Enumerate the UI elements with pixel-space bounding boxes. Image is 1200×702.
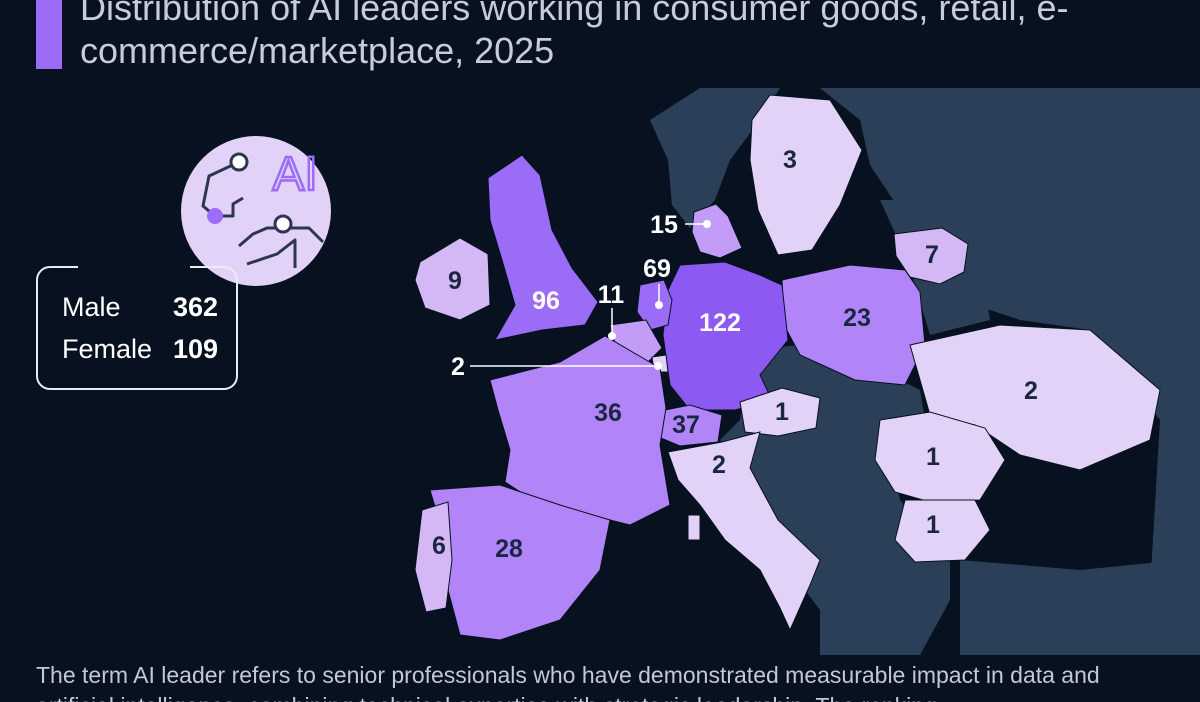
value-label-luxembourg: 2 xyxy=(451,353,465,381)
region-portugal xyxy=(414,501,453,613)
stats-box-border-gap xyxy=(78,265,190,270)
value-label-austria: 1 xyxy=(775,398,789,426)
footnote: The term AI leader refers to senior prof… xyxy=(36,662,1100,702)
value-label-lithuania: 7 xyxy=(925,241,939,269)
region-italy xyxy=(667,431,821,632)
value-label-germany: 122 xyxy=(699,309,741,337)
value-label-denmark: 15 xyxy=(650,211,678,239)
region-finland-russia xyxy=(820,88,1200,655)
value-label-switzerland: 37 xyxy=(672,411,700,439)
region-turkey xyxy=(960,560,1200,655)
stats-label-female: Female xyxy=(62,334,153,364)
value-label-italy: 2 xyxy=(712,451,726,479)
region-poland xyxy=(781,264,926,386)
title-accent-bar xyxy=(36,0,62,69)
region-united-kingdom xyxy=(487,154,599,341)
chart-title: Distribution of AI leaders working in co… xyxy=(80,0,1069,71)
value-label-netherlands: 69 xyxy=(643,255,671,283)
circuit-graphic: AI xyxy=(201,147,325,268)
ai-circuit-icon: AI xyxy=(181,136,331,286)
ai-label: AI xyxy=(272,148,317,201)
value-label-belgium: 11 xyxy=(598,281,625,309)
stats-value-female: 109 xyxy=(172,334,218,364)
region-denmark xyxy=(691,203,743,259)
region-norway xyxy=(650,88,780,228)
value-label-united-kingdom: 96 xyxy=(532,287,560,315)
leader-dot-denmark xyxy=(703,220,711,228)
region-ireland xyxy=(414,237,491,321)
leader-dot-netherlands xyxy=(655,301,663,309)
stats-label-male: Male xyxy=(62,292,121,322)
stats-value-male: 362 xyxy=(172,292,218,322)
value-label-spain: 28 xyxy=(495,535,523,563)
region-france xyxy=(489,335,671,526)
stats-row-male: Male 362 xyxy=(62,290,218,324)
leader-dot-belgium xyxy=(608,332,616,340)
value-label-portugal: 6 xyxy=(432,532,446,560)
leader-dot-luxembourg xyxy=(654,362,662,370)
value-label-poland: 23 xyxy=(843,304,871,332)
value-label-sweden: 3 xyxy=(783,146,797,174)
region-sardinia xyxy=(687,514,701,541)
gender-stats-box: Male 362 Female 109 xyxy=(36,265,238,390)
region-romania xyxy=(874,411,1006,503)
value-label-ireland: 9 xyxy=(448,267,462,295)
value-label-ukraine: 2 xyxy=(1024,377,1038,405)
value-label-france: 36 xyxy=(594,399,622,427)
value-label-romania: 1 xyxy=(926,443,940,471)
region-bulgaria xyxy=(894,499,991,563)
region-netherlands xyxy=(636,279,673,331)
leader-dots xyxy=(608,220,711,370)
region-sweden xyxy=(749,94,863,256)
stats-row-female: Female 109 xyxy=(62,332,218,366)
region-austria xyxy=(739,387,821,437)
region-lithuania xyxy=(893,227,969,285)
value-label-bulgaria: 1 xyxy=(926,511,940,539)
